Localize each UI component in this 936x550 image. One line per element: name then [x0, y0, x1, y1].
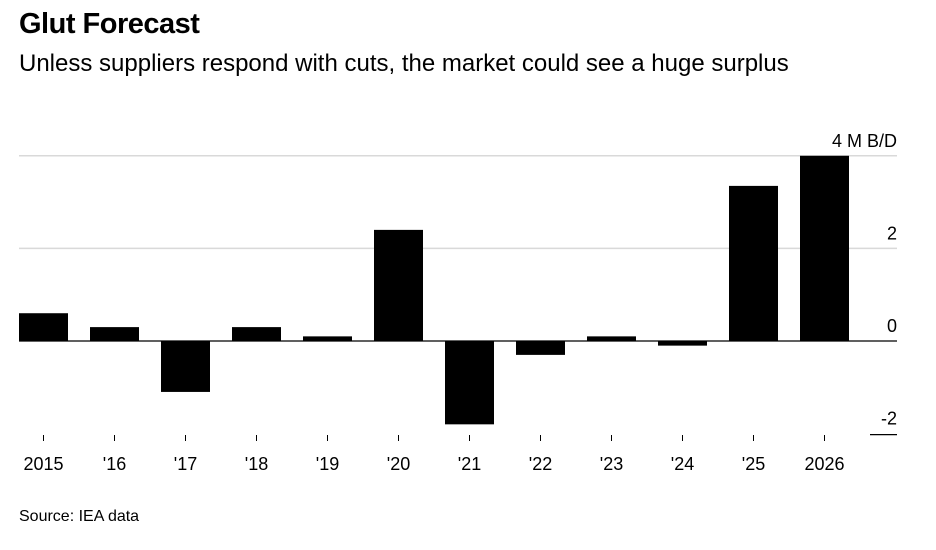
source-note: Source: IEA data: [19, 508, 140, 525]
bar: [729, 185, 778, 341]
y-tick-label: 0: [887, 316, 897, 336]
x-tick-label: '17: [174, 454, 197, 474]
bar: [516, 341, 565, 355]
tick-labels: 4 M B/D 2 0 -2 2015 '16 '17 '18 '19 '20 '21 '22 '23 '…: [23, 131, 897, 474]
axes: [19, 340, 897, 441]
bar: [374, 229, 423, 341]
bar: [800, 155, 849, 341]
x-tick-label: '22: [529, 454, 552, 474]
y-tick-label: -2: [881, 409, 897, 429]
x-tick-label: '18: [245, 454, 268, 474]
y-tick-label: 4 M B/D: [832, 131, 897, 151]
bar: [658, 341, 707, 346]
bar: [445, 341, 494, 425]
x-tick-label: '25: [742, 454, 765, 474]
x-tick-label: '21: [458, 454, 481, 474]
bar: [303, 336, 352, 341]
bar: [90, 327, 139, 341]
bar: [232, 327, 281, 341]
bar: [587, 336, 636, 341]
x-tick-label: '19: [316, 454, 339, 474]
chart-subtitle: Unless suppliers respond with cuts, the …: [19, 50, 789, 77]
bars: [19, 155, 849, 425]
x-tick-label: '24: [671, 454, 694, 474]
bar: [161, 341, 210, 392]
y-tick-label: 2: [887, 223, 897, 243]
chart-title: Glut Forecast: [19, 8, 200, 40]
x-tick-label: '16: [103, 454, 126, 474]
bar: [19, 313, 68, 341]
x-tick-label: 2015: [23, 454, 63, 474]
x-tick-label: '23: [600, 454, 623, 474]
x-tick-label: '20: [387, 454, 410, 474]
x-tick-label: 2026: [804, 454, 844, 474]
